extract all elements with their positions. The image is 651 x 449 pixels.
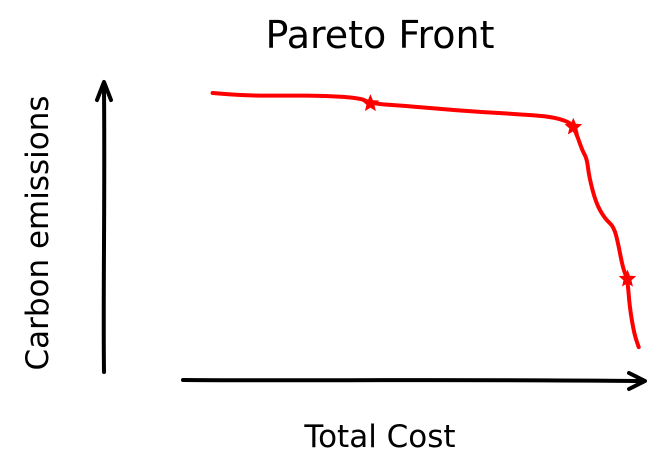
- y-axis: [95, 80, 113, 374]
- chart-title: Pareto Front: [265, 13, 494, 57]
- pareto-point-star-1: [361, 94, 380, 112]
- pareto-point-star-3: [618, 269, 637, 287]
- x-axis-label: Total Cost: [303, 419, 455, 449]
- x-axis: [181, 371, 647, 391]
- x-axis-line: [181, 378, 642, 383]
- y-axis-line: [101, 86, 107, 374]
- y-axis-label: Carbon emissions: [20, 95, 56, 370]
- y-axis-arrowhead: [95, 80, 113, 102]
- pareto-point-star-2: [564, 117, 583, 135]
- x-axis-arrowhead: [627, 371, 647, 391]
- marker-layer: [361, 94, 637, 287]
